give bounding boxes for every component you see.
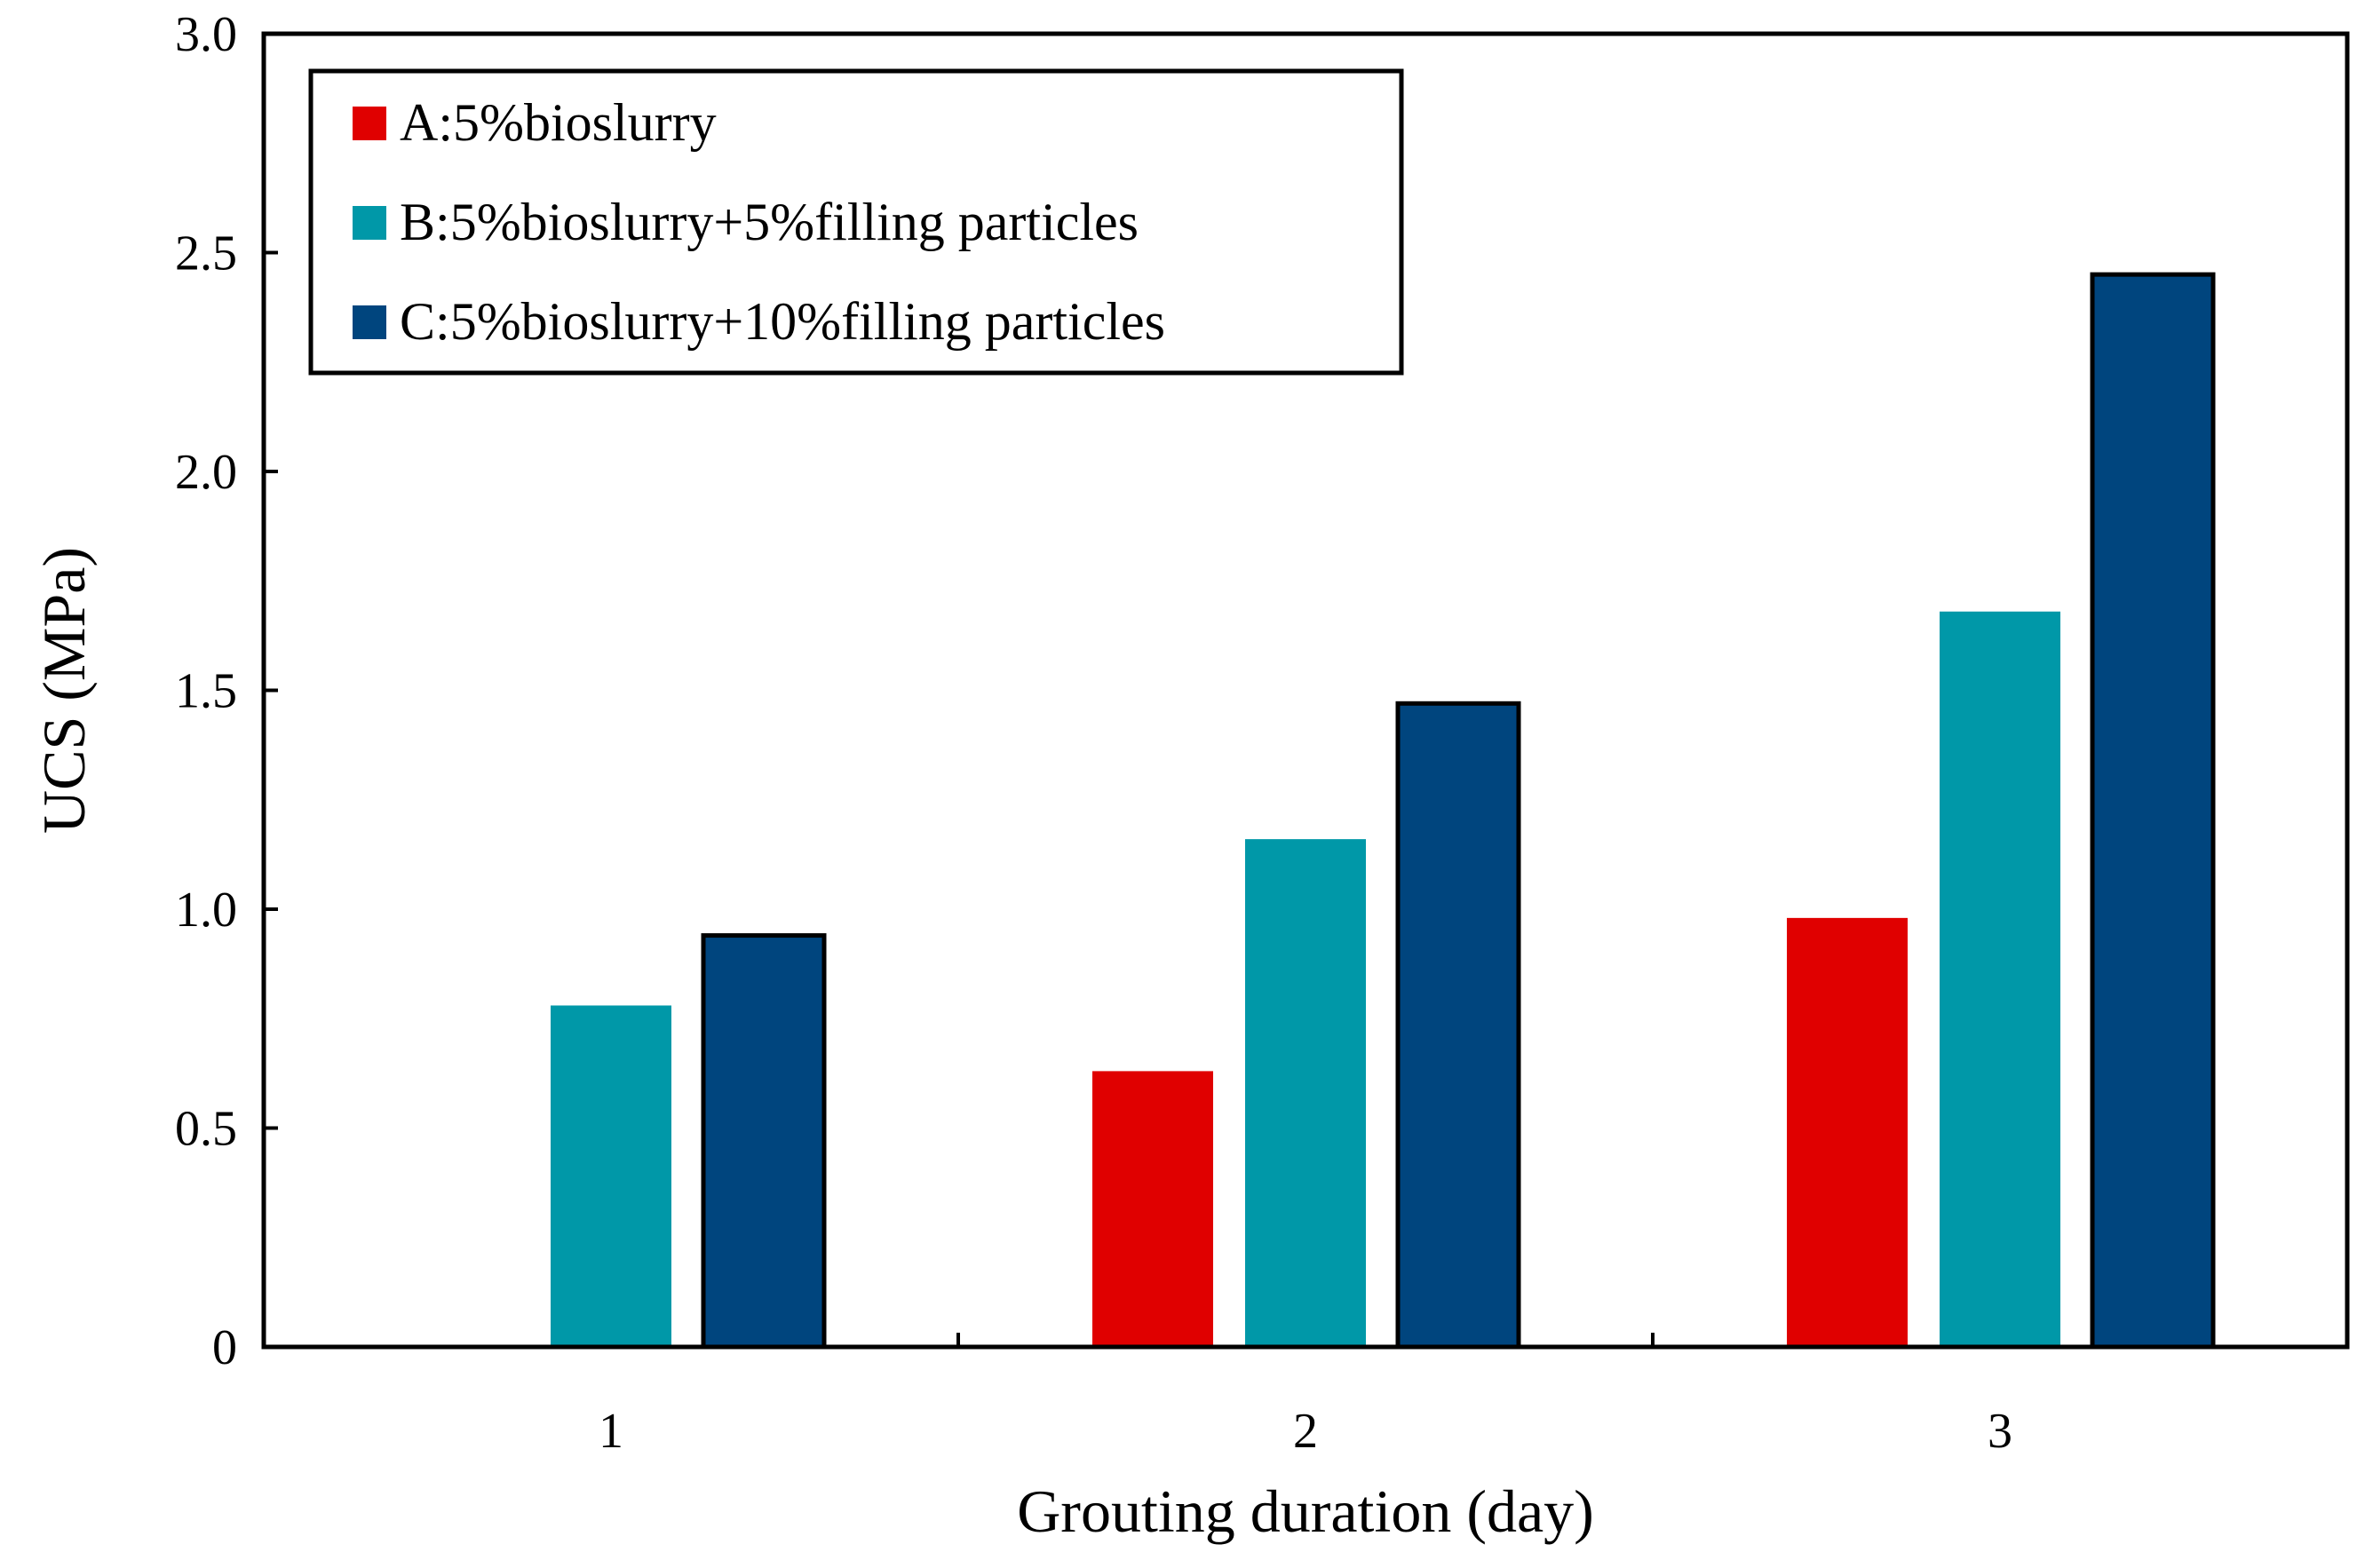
bar-c-day-3 (2090, 272, 2216, 1350)
bar-a-day-3 (1787, 917, 1908, 1347)
y-tick-label: 2.5 (175, 226, 237, 281)
y-tick-label: 1.0 (175, 883, 237, 938)
x-tick-label: 1 (599, 1404, 623, 1459)
y-tick-label: 1.5 (175, 664, 237, 719)
legend-swatch-a (353, 107, 386, 140)
y-tick-label: 3.0 (175, 7, 237, 62)
x-axis: 1 2 3 (599, 1333, 2012, 1459)
x-axis-title: Grouting duration (day) (1017, 1477, 1594, 1545)
legend-label-a: A:5%bioslurry (400, 93, 717, 152)
x-tick-label: 2 (1293, 1404, 1318, 1459)
legend-swatch-c (353, 305, 386, 339)
legend-label-b: B:5%bioslurry+5%filling particles (400, 193, 1139, 251)
bar-b-day-2 (1245, 839, 1366, 1347)
legend-swatch-b (353, 206, 386, 240)
bar-c-day-1 (701, 933, 827, 1350)
bar-b-day-3 (1940, 611, 2060, 1347)
y-tick-label: 0.5 (175, 1102, 237, 1157)
bars-group (551, 272, 2216, 1350)
legend-label-c: C:5%bioslurry+10%filling particles (400, 292, 1165, 351)
legend-entries: A:5%bioslurry B:5%bioslurry+5%filling par… (353, 93, 1165, 351)
legend-frame (308, 68, 1404, 376)
x-tick-label: 3 (1988, 1404, 2012, 1459)
y-axis: 0 0.5 1.0 1.5 2.0 2.5 3.0 (175, 7, 278, 1375)
bar-b-day-1 (551, 1005, 671, 1347)
bar-c-day-2 (1395, 701, 1521, 1350)
y-tick-label: 0 (212, 1320, 237, 1375)
y-axis-title: UCS (MPa) (30, 547, 98, 834)
y-tick-label: 2.0 (175, 445, 237, 500)
legend: A:5%bioslurry B:5%bioslurry+5%filling par… (308, 68, 1404, 376)
bar-a-day-2 (1092, 1071, 1213, 1347)
